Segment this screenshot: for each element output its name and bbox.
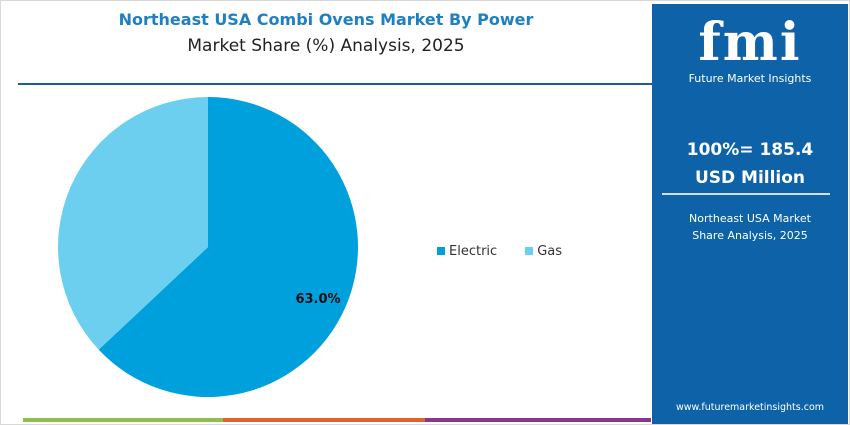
divider <box>18 83 652 85</box>
info-panel: fmi Future Market Insights 100%= 185.4 US… <box>652 4 848 424</box>
chart-subtitle: Market Share (%) Analysis, 2025 <box>187 36 465 56</box>
market-total: 100%= 185.4 USD Million <box>686 140 814 188</box>
panel-description: Northeast USA Market Share Analysis, 202… <box>689 212 811 242</box>
pie-slice-gas <box>57 97 208 350</box>
pie-slice-electric <box>98 97 358 397</box>
chart-title: Northeast USA Combi Ovens Market By Powe… <box>118 10 534 29</box>
legend: Electric Gas <box>437 244 562 259</box>
legend-item-electric: Electric <box>437 244 497 259</box>
legend-label: Electric <box>449 244 498 259</box>
legend-label: Gas <box>537 244 563 259</box>
website-url: www.futuremarketinsights.com <box>675 402 825 413</box>
color-bar <box>23 418 651 422</box>
legend-item-gas: Gas <box>525 244 562 259</box>
data-label: 63.0% <box>295 292 340 307</box>
fmi-logo: fmi Future Market Insights <box>688 12 812 86</box>
panel-divider <box>662 193 830 195</box>
pie-chart: 63.0% <box>57 97 358 397</box>
